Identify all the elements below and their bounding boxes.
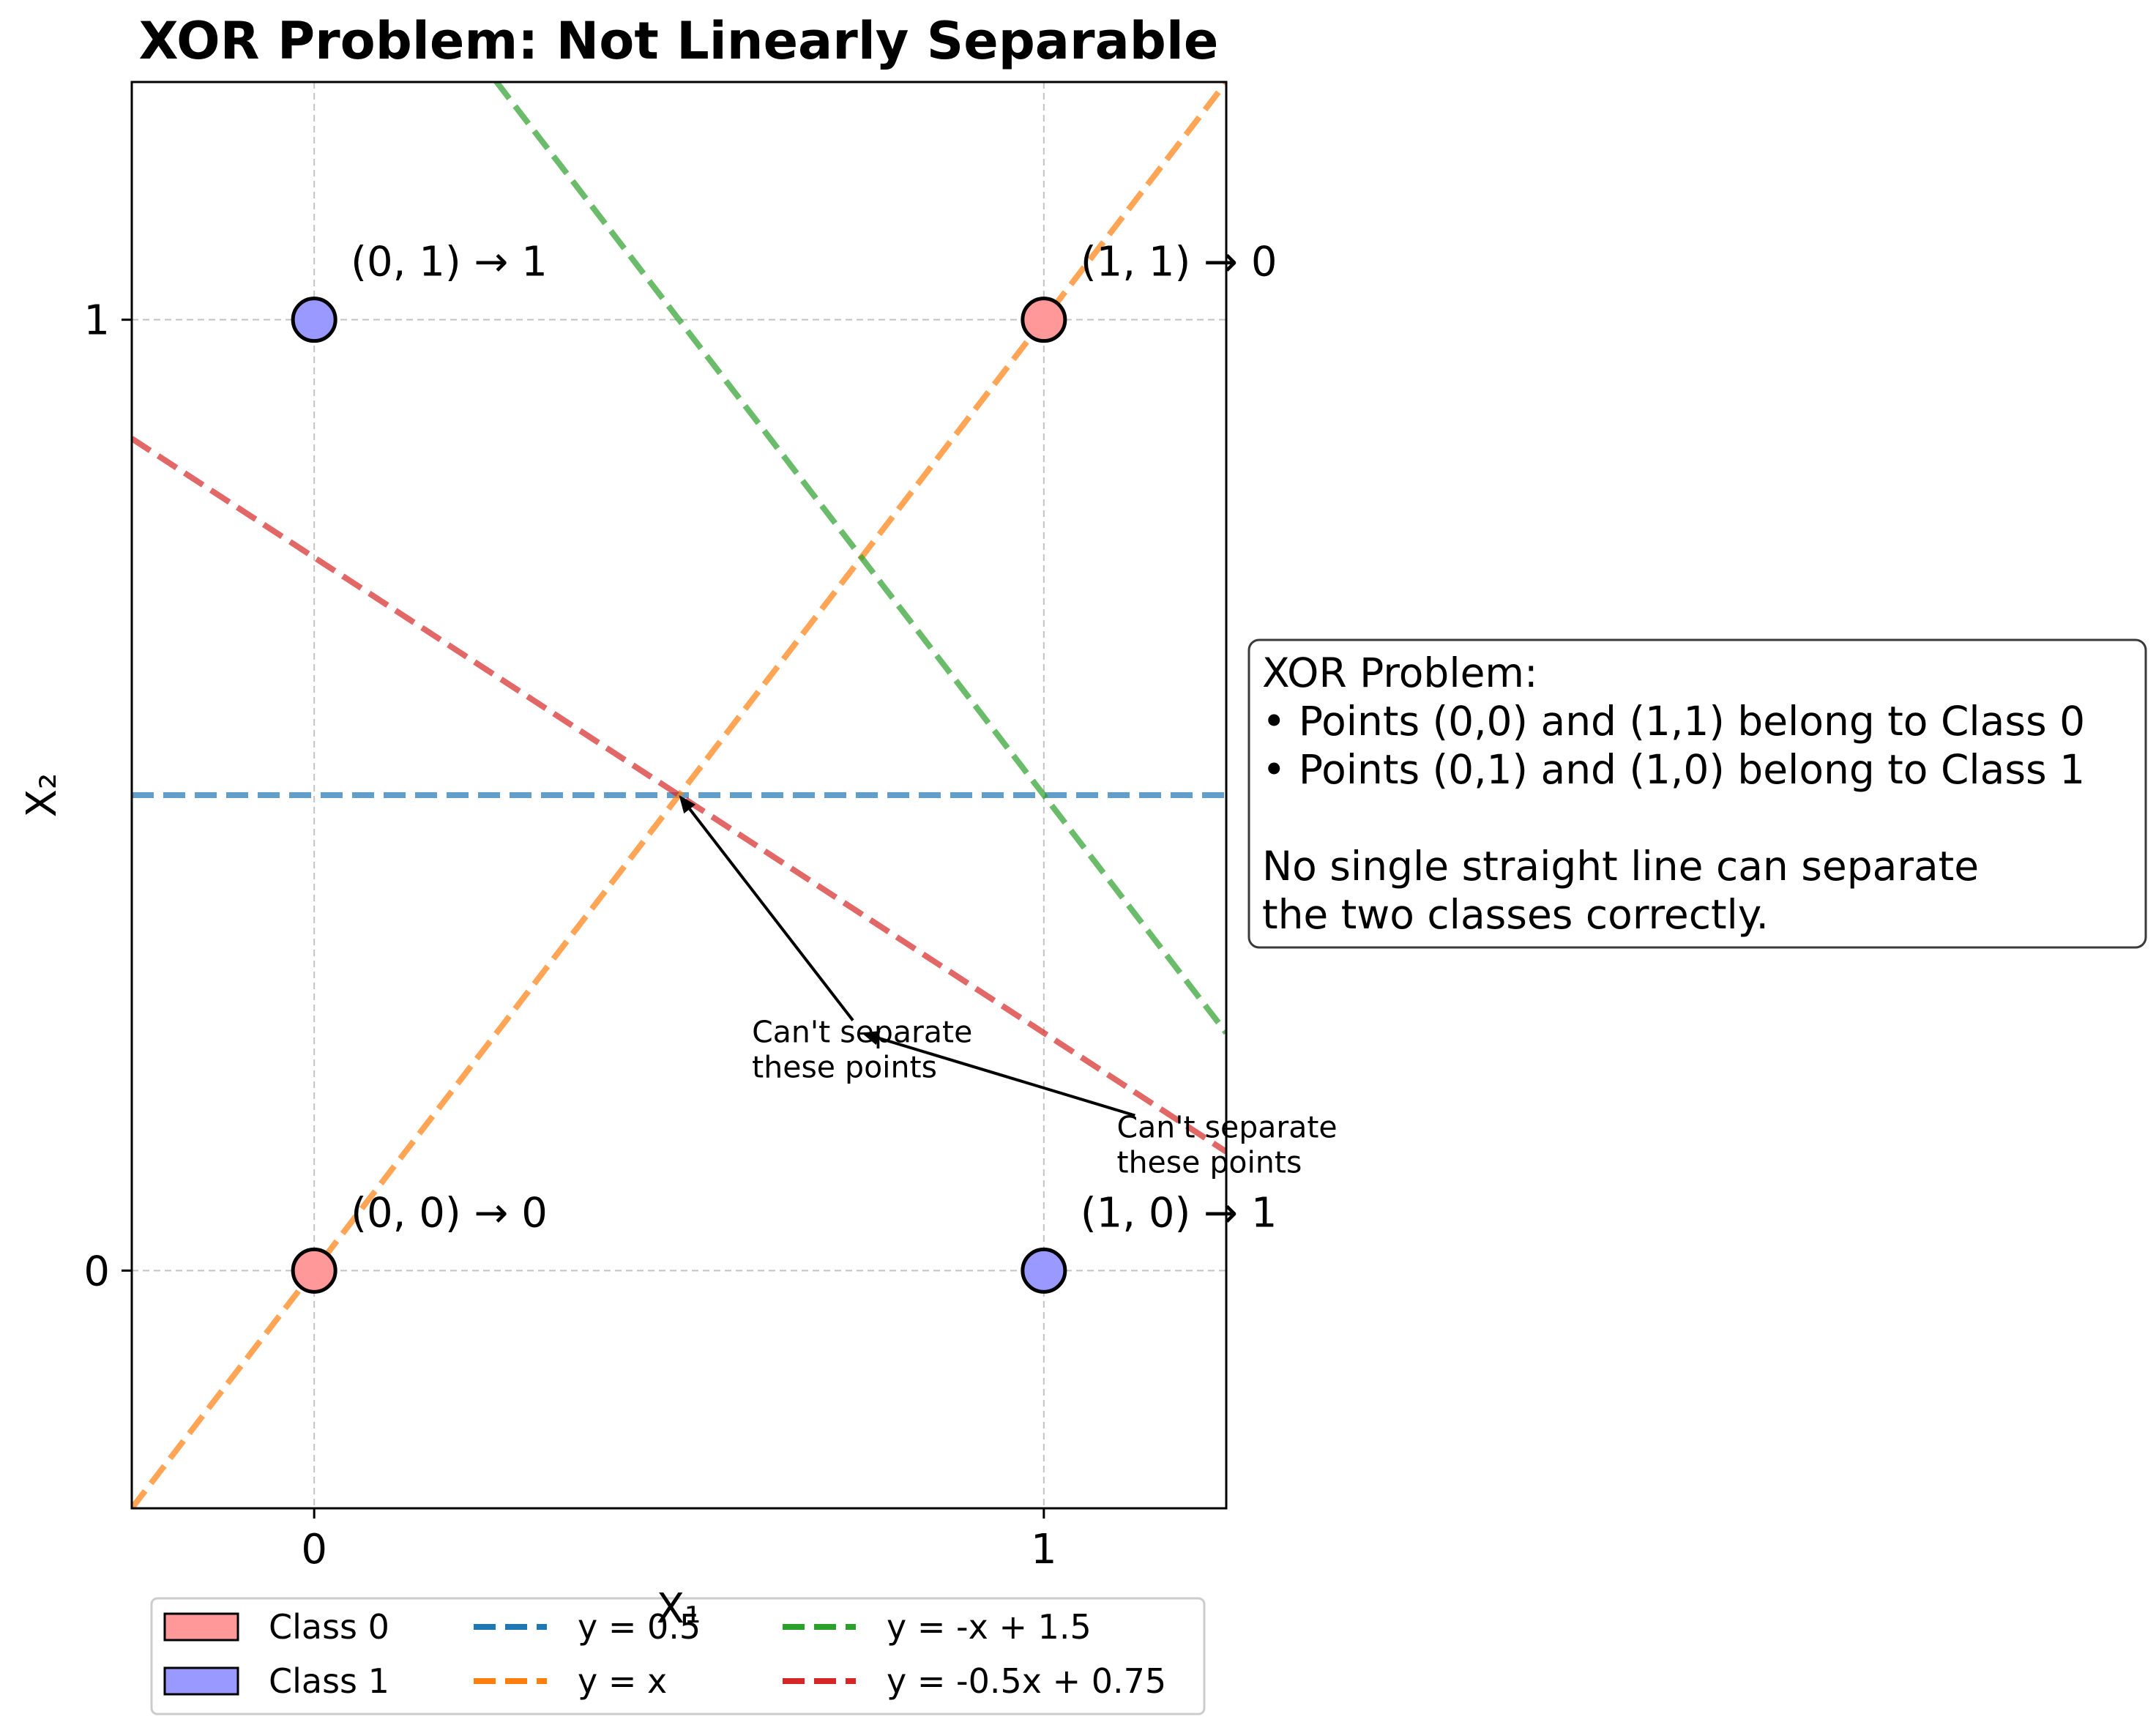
annotation-text: Can't separate these points [752, 1015, 972, 1085]
data-points [291, 297, 1067, 1294]
point-label: (1, 0) → 1 [1081, 1189, 1277, 1237]
legend-label: y = -0.5x + 0.75 [887, 1661, 1166, 1701]
annotation-arrowhead [679, 795, 696, 814]
chart-title: XOR Problem: Not Linearly Separable [139, 11, 1219, 71]
legend-label: y = x [578, 1661, 667, 1701]
annotation-text: Can't separate these points [1117, 1110, 1338, 1180]
info-box-line: • Points (0,1) and (1,0) belong to Class… [1262, 746, 2085, 793]
info-box-line: XOR Problem: [1262, 649, 1538, 696]
info-box-frame [1247, 638, 2147, 949]
x-axis-label: X₁ [657, 1585, 701, 1633]
legend-swatch [163, 1666, 239, 1696]
point-label: (1, 1) → 0 [1081, 239, 1277, 286]
text-line: Can't separate [752, 1015, 972, 1050]
info-box: XOR Problem: • Points (0,0) and (1,1) bel… [1247, 638, 2147, 949]
point-label: (0, 1) → 1 [351, 239, 548, 286]
decision-line [493, 82, 1226, 1035]
point-labels: (0, 0) → 0 (0, 1) → 1 (1, 0) → 1 (1, 1) → 0 [351, 239, 1277, 1237]
info-box-line: No single straight line can separate [1262, 843, 1979, 890]
axis-ticks: 0 1 0 1 [83, 297, 1056, 1573]
y-tick-label: 1 [83, 297, 110, 345]
data-point [1021, 1247, 1067, 1294]
info-box-line: • Points (0,0) and (1,1) belong to Class… [1262, 698, 2085, 745]
y-axis-label: X₂ [18, 773, 66, 818]
annotation-arrowhead [861, 1031, 881, 1046]
text-line: Can't separate [1117, 1110, 1338, 1145]
info-box-line: the two classes correctly. [1262, 891, 1769, 938]
decision-line [132, 436, 1226, 1155]
legend-label: y = -x + 1.5 [887, 1607, 1092, 1647]
info-box-line [1262, 794, 1275, 841]
info-box-text: XOR Problem: • Points (0,0) and (1,1) bel… [1262, 649, 2085, 938]
data-point [291, 297, 337, 343]
y-tick-label: 0 [83, 1248, 110, 1295]
data-point [1021, 297, 1067, 343]
plot-frame [130, 81, 1228, 1510]
legend: Class 0 Class 1 y = 0.5 y = x y = -x + 1.5 y … [150, 1597, 1206, 1715]
legend-swatch [163, 1612, 239, 1642]
text-line: these points [1117, 1145, 1302, 1180]
legend-label: Class 0 [269, 1607, 389, 1647]
text-line: these points [752, 1050, 937, 1085]
point-label: (0, 0) → 0 [351, 1189, 548, 1237]
data-point [291, 1247, 337, 1294]
annotation-arrow [688, 808, 854, 1021]
x-tick-label: 0 [301, 1526, 327, 1573]
legend-label: y = 0.5 [578, 1607, 701, 1647]
legend-label: Class 1 [269, 1661, 389, 1701]
annotation-arrow [878, 1036, 1135, 1117]
legend-frame [150, 1597, 1206, 1715]
x-tick-label: 1 [1031, 1526, 1057, 1573]
